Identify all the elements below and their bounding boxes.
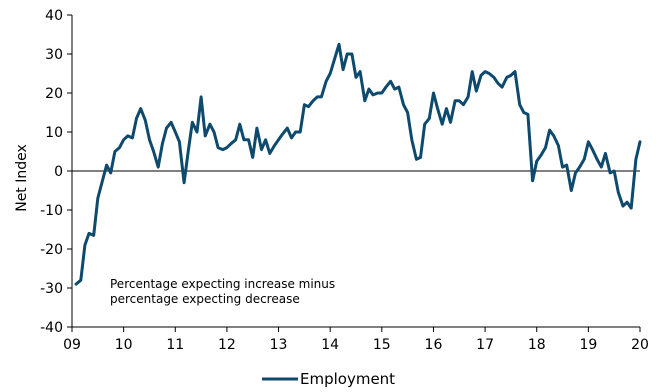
x-tick-label: 20 (631, 337, 649, 353)
legend-label-employment: Employment (300, 370, 395, 388)
x-tick-label: 09 (63, 337, 81, 353)
y-axis-title: Net Index (14, 144, 30, 212)
x-tick-label: 19 (579, 337, 597, 353)
y-tick-label: -40 (40, 320, 63, 336)
y-tick-label: 20 (45, 86, 63, 102)
y-tick-label: -20 (40, 242, 63, 258)
y-tick-label: 40 (45, 8, 63, 24)
x-tick-label: 10 (115, 337, 133, 353)
x-tick-label: 11 (166, 337, 184, 353)
x-tick-label: 14 (321, 337, 339, 353)
y-tick-label: 10 (45, 125, 63, 141)
y-tick-label: 0 (54, 164, 63, 180)
y-axis: -40 -30 -20 -10 0 10 20 30 40 (40, 8, 73, 336)
x-tick-label: 16 (425, 337, 443, 353)
x-tick-label: 12 (218, 337, 236, 353)
y-tick-label: -30 (40, 281, 63, 297)
y-tick-label: -10 (40, 203, 63, 219)
annotation-line-2: percentage expecting decrease (110, 292, 300, 306)
x-tick-label: 13 (270, 337, 288, 353)
annotation-line-1: Percentage expecting increase minus (110, 277, 335, 291)
x-axis: 09 10 11 12 13 14 15 16 17 18 19 20 (63, 326, 649, 353)
x-tick-label: 18 (528, 337, 546, 353)
y-tick-label: 30 (45, 47, 63, 63)
plot-area (72, 42, 642, 286)
x-tick-label: 17 (476, 337, 494, 353)
x-tick-label: 15 (373, 337, 391, 353)
legend: Employment (262, 370, 395, 388)
series-line-employment (74, 42, 642, 286)
